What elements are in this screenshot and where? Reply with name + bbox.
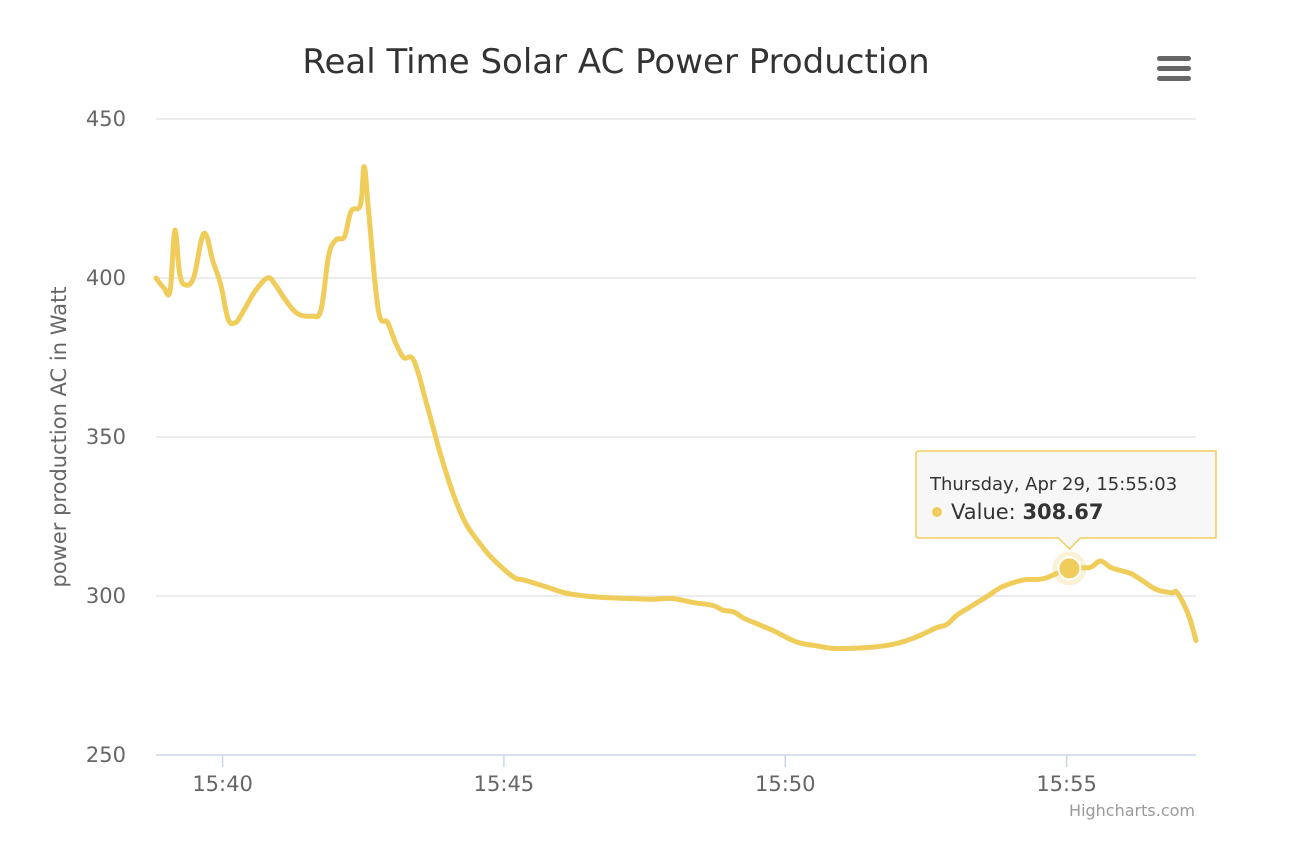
x-tick-label: 15:55: [1036, 772, 1097, 796]
tooltip-value: 308.67: [1022, 500, 1103, 524]
gridlines: [156, 118, 1196, 597]
series-power-ac: [153, 164, 1199, 652]
x-tick-label: 15:45: [474, 772, 535, 796]
series-line: [153, 164, 1199, 652]
hover-point[interactable]: [1057, 556, 1082, 581]
credits-link[interactable]: Highcharts.com: [1069, 801, 1195, 820]
tooltip-box: [915, 450, 1217, 551]
x-axis-tick-labels: 15:40 15:45 15:50 15:55: [192, 772, 1097, 796]
tooltip-value-line: Value: 308.67: [951, 500, 1103, 524]
tooltip-colon: :: [1009, 500, 1023, 524]
tooltip-header: Thursday, Apr 29, 15:55:03: [929, 474, 1177, 495]
chart-title: Real Time Solar AC Power Production: [302, 42, 929, 82]
x-tick-label: 15:40: [192, 772, 253, 796]
y-axis-title: power production AC in Watt: [47, 287, 71, 588]
hamburger-menu-icon: [1157, 56, 1191, 81]
hover-point-marker: [1052, 551, 1087, 586]
y-tick-label: 400: [86, 266, 126, 290]
tooltip: Thursday, Apr 29, 15:55:03 Value: 308.67: [915, 450, 1217, 551]
y-axis-tick-labels: 250 300 350 400 450: [86, 107, 126, 767]
y-tick-label: 450: [86, 107, 126, 131]
chart-context-menu-button[interactable]: [1150, 48, 1198, 90]
y-tick-label: 250: [86, 743, 126, 767]
y-tick-label: 300: [86, 584, 126, 608]
y-tick-label: 350: [86, 425, 126, 449]
tooltip-series-dot: [932, 507, 942, 517]
tooltip-series-label: Value: [951, 500, 1009, 524]
x-tick-label: 15:50: [755, 772, 816, 796]
x-axis-ticks: [221, 755, 1068, 767]
